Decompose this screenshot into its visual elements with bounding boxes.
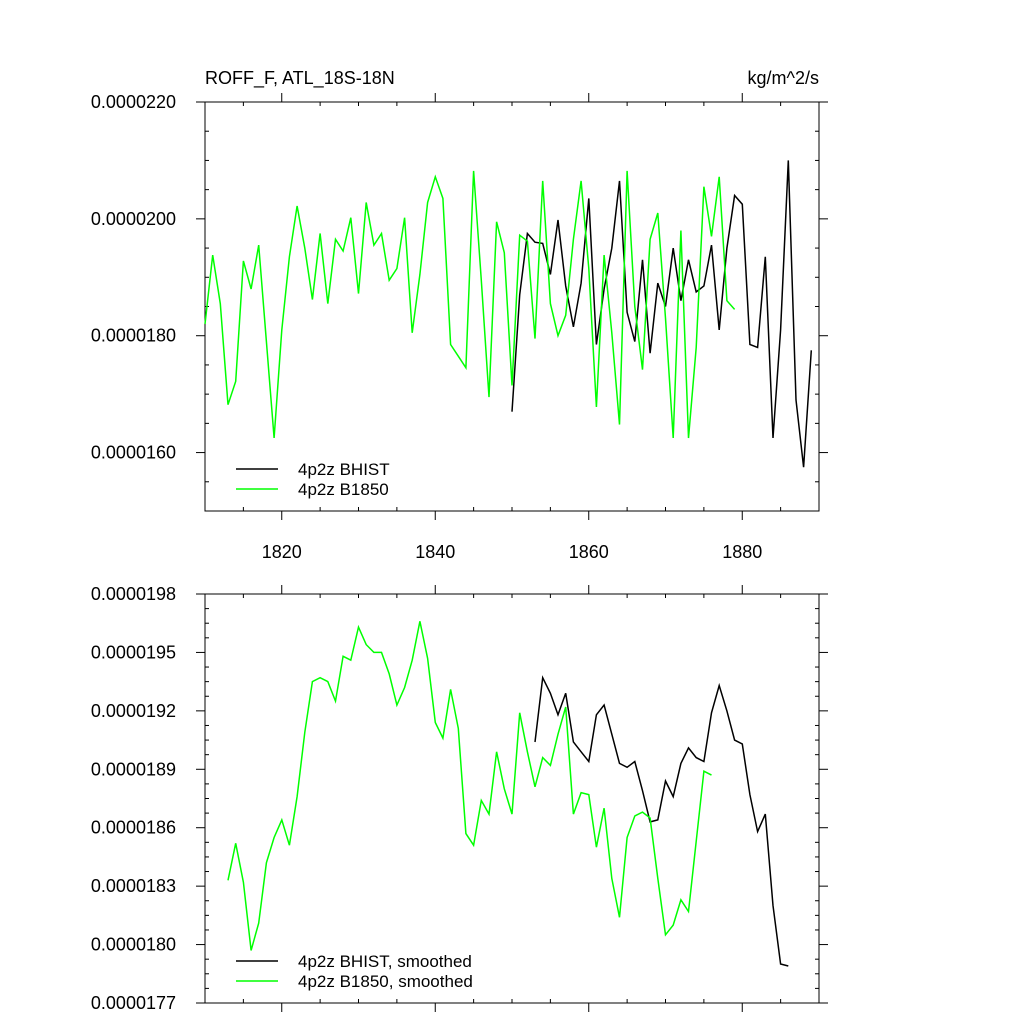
legend-label: 4p2z B1850 — [298, 480, 389, 499]
legend-label: 4p2z BHIST, smoothed — [298, 952, 472, 971]
x-tick-label: 1820 — [262, 542, 302, 562]
series-line-0 — [534, 675, 789, 967]
y-tick-label: 0.0000186 — [91, 818, 176, 838]
panel-top: 1820 1840 1860 1880 0.0000160 0.0000180 0.0000… — [91, 92, 828, 562]
legend-label: 4p2z B1850, smoothed — [298, 972, 473, 991]
y-tick-label: 0.0000189 — [91, 759, 176, 779]
x-tick-label: 1860 — [569, 542, 609, 562]
y-tick-label: 0.0000195 — [91, 642, 176, 662]
y-tick-label: 0.0000220 — [91, 92, 176, 112]
y-tick-label: 0.0000160 — [91, 443, 176, 463]
chart-title: ROFF_F, ATL_18S-18N — [205, 68, 395, 89]
x-tick-label: 1840 — [415, 542, 455, 562]
series-line-1 — [204, 170, 736, 439]
series-line-0 — [511, 160, 813, 468]
y-tick-label: 0.0000192 — [91, 701, 176, 721]
y-tick-label: 0.0000198 — [91, 584, 176, 604]
y-tick-label: 0.0000183 — [91, 876, 176, 896]
series-line-1 — [227, 621, 712, 951]
y-tick-label: 0.0000180 — [91, 326, 176, 346]
chart-units: kg/m^2/s — [748, 68, 819, 88]
x-tick-label: 1880 — [722, 542, 762, 562]
panel-bottom: 0.0000177 0.0000180 0.0000183 0.0000186 0.00… — [91, 584, 828, 1013]
legend-label: 4p2z BHIST — [298, 460, 390, 479]
panel-top-frame — [204, 101, 820, 512]
y-tick-label: 0.0000200 — [91, 209, 176, 229]
y-tick-label: 0.0000177 — [91, 993, 176, 1013]
y-tick-label: 0.0000180 — [91, 935, 176, 955]
